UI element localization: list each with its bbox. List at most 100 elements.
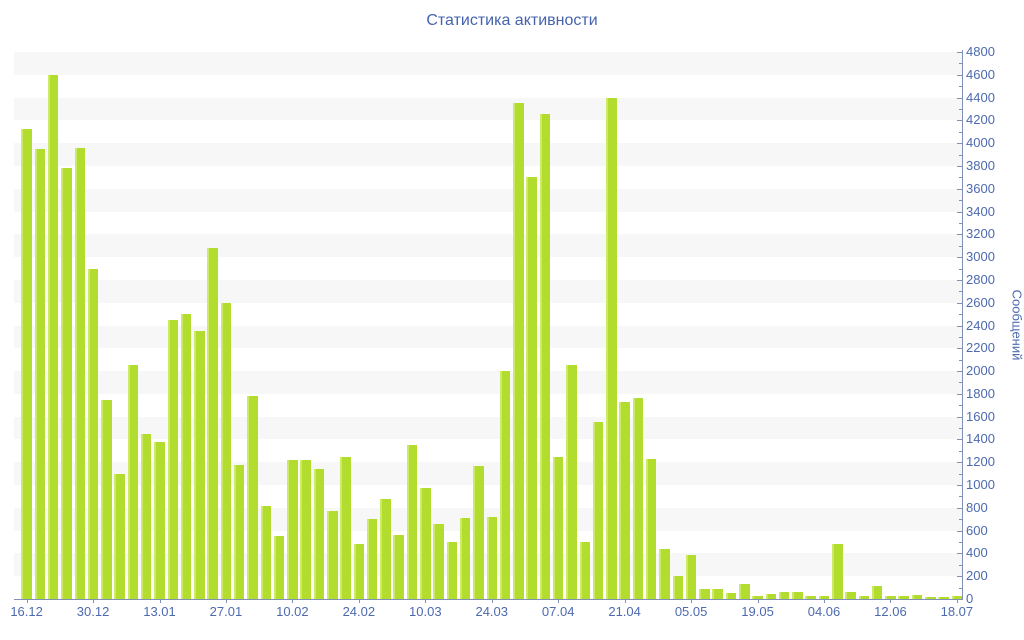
bar[interactable] — [446, 542, 458, 599]
x-tick — [956, 600, 958, 603]
bar[interactable] — [180, 314, 192, 599]
x-tick-label: 13.01 — [143, 604, 176, 619]
y-tick-label: 600 — [966, 522, 988, 538]
bar[interactable] — [752, 595, 763, 599]
bar[interactable] — [725, 593, 737, 599]
bar[interactable] — [632, 398, 644, 599]
bar[interactable] — [340, 456, 351, 599]
y-tick-label: 2200 — [966, 340, 995, 356]
bar[interactable] — [127, 365, 139, 599]
bar[interactable] — [300, 459, 311, 599]
bar[interactable] — [273, 536, 285, 599]
y-tick — [957, 74, 962, 76]
bar[interactable] — [871, 586, 883, 599]
bar[interactable] — [313, 469, 325, 599]
x-tick-label: 07.04 — [541, 604, 575, 619]
bar[interactable] — [154, 441, 165, 599]
bar[interactable] — [805, 596, 816, 599]
bar[interactable] — [34, 148, 46, 599]
bar[interactable] — [792, 592, 803, 599]
bar[interactable] — [61, 168, 72, 599]
bar[interactable] — [433, 523, 444, 599]
bar[interactable] — [140, 433, 152, 599]
bar[interactable] — [619, 401, 630, 599]
chart-title: Статистика активности — [426, 12, 598, 29]
grid-stripe — [14, 257, 962, 280]
bar[interactable] — [406, 445, 418, 599]
bar[interactable] — [353, 544, 365, 599]
bar[interactable] — [938, 596, 949, 599]
bar[interactable] — [539, 113, 551, 599]
bar[interactable] — [327, 511, 338, 599]
bar[interactable] — [566, 365, 577, 599]
bar[interactable] — [606, 97, 617, 599]
y-axis-line — [962, 50, 963, 599]
bar[interactable] — [778, 591, 790, 599]
bar[interactable] — [925, 597, 936, 599]
x-tick — [757, 600, 759, 603]
bar[interactable] — [526, 177, 537, 599]
bar[interactable] — [247, 396, 258, 599]
bar[interactable] — [592, 422, 604, 599]
bar[interactable] — [220, 302, 232, 599]
y-tick-label: 3000 — [966, 249, 995, 265]
x-tick-label: 10.03 — [409, 604, 442, 619]
bar[interactable] — [287, 459, 298, 599]
bar[interactable] — [885, 596, 896, 599]
y-tick — [957, 120, 962, 122]
bar[interactable] — [87, 268, 99, 599]
bar[interactable] — [194, 331, 205, 599]
bar[interactable] — [114, 473, 125, 599]
y-tick — [957, 530, 962, 532]
y-tick — [957, 439, 962, 441]
x-tick — [558, 600, 560, 603]
bar[interactable] — [21, 129, 32, 599]
y-tick — [957, 393, 962, 395]
bar[interactable] — [858, 596, 870, 599]
bar[interactable] — [579, 542, 591, 599]
y-tick — [959, 108, 962, 110]
bar[interactable] — [393, 535, 404, 599]
bar[interactable] — [659, 548, 670, 599]
x-tick-label: 24.02 — [342, 604, 376, 619]
bar[interactable] — [233, 464, 245, 599]
grid-stripe — [14, 97, 962, 121]
bar[interactable] — [898, 596, 909, 599]
bar[interactable] — [845, 592, 856, 599]
x-tick — [491, 600, 493, 603]
bar[interactable] — [832, 544, 843, 599]
bar[interactable] — [47, 74, 59, 599]
grid-stripe — [14, 211, 962, 235]
bar[interactable] — [672, 576, 684, 599]
bar[interactable] — [513, 103, 524, 599]
bar[interactable] — [101, 399, 112, 599]
bar[interactable] — [420, 488, 431, 599]
x-tick — [425, 600, 427, 603]
bar[interactable] — [685, 554, 697, 599]
bar[interactable] — [473, 465, 484, 599]
x-tick — [358, 600, 360, 603]
grid-stripe — [14, 143, 962, 166]
bar[interactable] — [951, 596, 963, 599]
bar[interactable] — [765, 594, 777, 599]
bar[interactable] — [380, 498, 391, 599]
x-tick-label: 18.07 — [940, 604, 974, 619]
bar[interactable] — [911, 595, 923, 599]
y-tick-label: 4800 — [966, 44, 995, 59]
bar[interactable] — [260, 505, 272, 599]
bar[interactable] — [207, 248, 218, 599]
grid-stripe — [14, 279, 962, 303]
bar[interactable] — [167, 319, 179, 599]
grid-stripe — [14, 74, 962, 98]
bar[interactable] — [699, 588, 710, 599]
bar[interactable] — [712, 588, 723, 599]
bar[interactable] — [818, 596, 830, 599]
bar[interactable] — [645, 458, 657, 599]
bar[interactable] — [74, 147, 85, 599]
bar[interactable] — [366, 519, 378, 599]
bar[interactable] — [499, 371, 511, 599]
bar[interactable] — [486, 516, 497, 599]
bar[interactable] — [552, 456, 564, 599]
bar[interactable] — [459, 518, 471, 599]
bar[interactable] — [739, 584, 750, 599]
